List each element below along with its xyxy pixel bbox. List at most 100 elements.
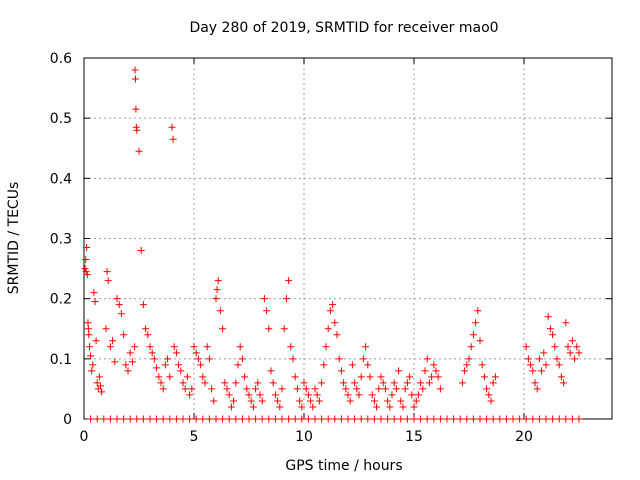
data-point xyxy=(148,349,156,357)
data-point xyxy=(531,379,539,387)
data-point xyxy=(423,355,431,363)
data-point xyxy=(549,331,557,339)
data-point xyxy=(388,391,396,399)
data-point xyxy=(502,415,510,423)
data-point xyxy=(489,379,497,387)
data-point xyxy=(304,391,312,399)
data-point xyxy=(88,367,96,375)
data-point xyxy=(249,403,257,411)
data-point xyxy=(89,361,97,369)
data-point xyxy=(544,313,552,321)
data-point xyxy=(172,415,180,423)
data-point xyxy=(278,385,286,393)
data-point xyxy=(274,397,282,405)
data-point xyxy=(463,415,471,423)
data-point xyxy=(366,373,374,381)
data-point xyxy=(551,343,559,351)
data-point xyxy=(146,343,154,351)
data-point xyxy=(83,271,91,279)
data-point xyxy=(186,391,194,399)
data-point xyxy=(436,385,444,393)
data-point xyxy=(135,147,143,155)
data-point xyxy=(132,105,140,113)
data-point xyxy=(213,286,221,294)
data-point xyxy=(355,391,363,399)
data-point xyxy=(205,415,213,423)
data-point xyxy=(381,385,389,393)
data-point xyxy=(540,349,548,357)
data-point xyxy=(247,397,255,405)
data-point xyxy=(199,415,207,423)
data-point xyxy=(478,361,486,369)
data-point xyxy=(311,385,319,393)
data-point xyxy=(379,379,387,387)
data-point xyxy=(461,367,469,375)
data-point xyxy=(342,385,350,393)
y-tick-label: 0.5 xyxy=(50,111,72,127)
data-point xyxy=(337,367,345,375)
data-point xyxy=(403,415,411,423)
data-point xyxy=(82,256,90,264)
data-point xyxy=(529,415,537,423)
data-point xyxy=(300,379,308,387)
data-point xyxy=(238,355,246,363)
data-point xyxy=(109,337,117,345)
data-point xyxy=(324,325,332,333)
data-points xyxy=(81,66,583,423)
data-point xyxy=(258,397,266,405)
data-point xyxy=(337,415,345,423)
data-point xyxy=(346,397,354,405)
x-axis-ticks: 0 5 10 15 20 xyxy=(80,58,533,445)
data-point xyxy=(238,415,246,423)
data-point xyxy=(509,415,517,423)
data-point xyxy=(296,397,304,405)
data-point xyxy=(131,66,139,74)
data-point xyxy=(269,379,277,387)
data-point xyxy=(113,295,121,303)
data-point xyxy=(377,415,385,423)
data-point xyxy=(485,391,493,399)
data-point xyxy=(304,415,312,423)
data-point xyxy=(368,391,376,399)
data-point xyxy=(252,385,260,393)
data-point xyxy=(113,415,121,423)
data-point xyxy=(480,373,488,381)
data-point xyxy=(254,379,262,387)
data-point xyxy=(194,355,202,363)
grid-lines xyxy=(84,58,612,419)
data-point xyxy=(291,373,299,381)
data-point xyxy=(335,355,343,363)
y-tick-label: 0.4 xyxy=(50,171,72,187)
data-point xyxy=(131,343,139,351)
data-point xyxy=(170,343,178,351)
data-point xyxy=(285,415,293,423)
data-point xyxy=(458,379,466,387)
x-tick-label: 20 xyxy=(515,429,533,445)
data-point xyxy=(83,244,91,252)
data-point xyxy=(430,361,438,369)
data-point xyxy=(546,325,554,333)
data-point xyxy=(260,295,268,303)
data-point xyxy=(225,415,233,423)
data-point xyxy=(496,415,504,423)
data-point xyxy=(122,361,130,369)
data-point xyxy=(232,379,240,387)
data-point xyxy=(428,373,436,381)
y-tick-label: 0 xyxy=(63,412,72,428)
y-axis-label: SRMTID / TECUs xyxy=(6,182,22,295)
data-point xyxy=(403,379,411,387)
data-point xyxy=(263,307,271,315)
data-point xyxy=(560,379,568,387)
data-point xyxy=(287,343,295,351)
data-point xyxy=(443,415,451,423)
data-point xyxy=(432,367,440,375)
data-point xyxy=(90,289,98,297)
data-point xyxy=(179,379,187,387)
data-point xyxy=(289,355,297,363)
data-point xyxy=(124,367,132,375)
data-point xyxy=(491,373,499,381)
data-point xyxy=(133,415,141,423)
data-point xyxy=(370,415,378,423)
data-point xyxy=(566,349,574,357)
data-point xyxy=(364,361,372,369)
